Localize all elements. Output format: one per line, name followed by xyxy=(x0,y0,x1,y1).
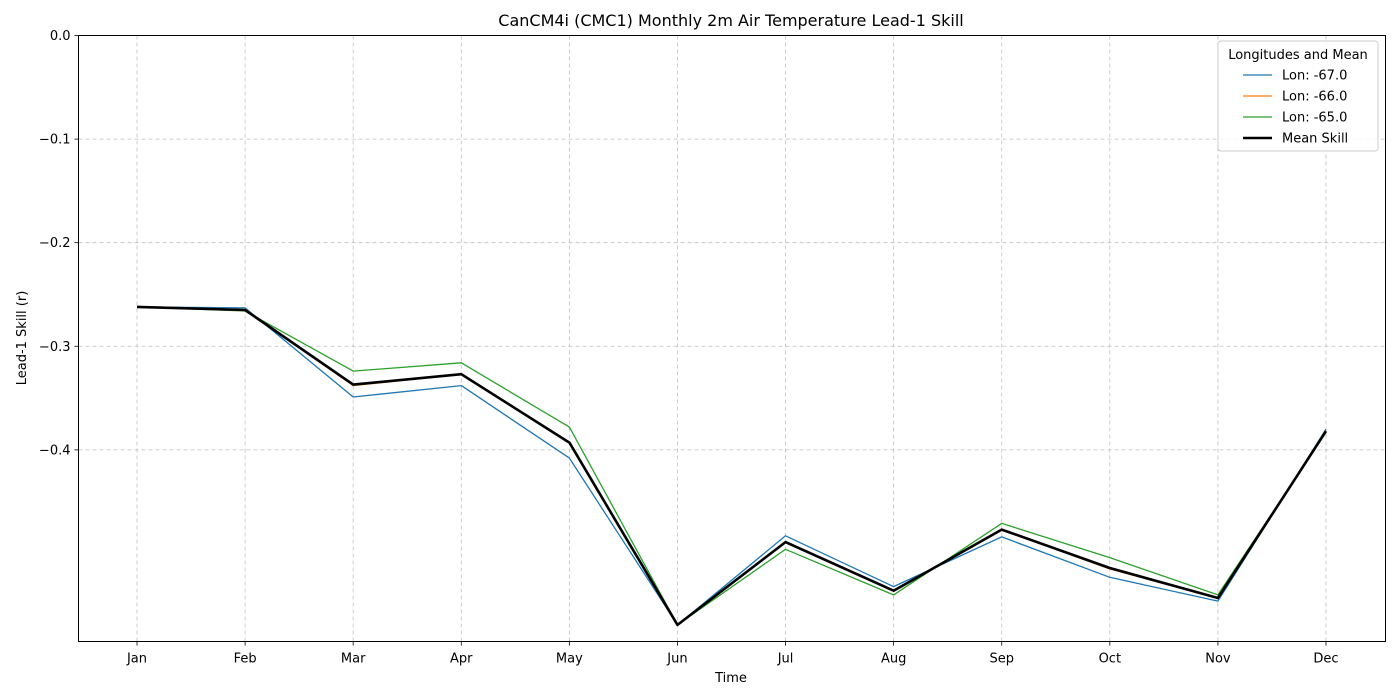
plot-frame xyxy=(78,35,1386,642)
legend-entry: Mean Skill xyxy=(1282,132,1348,147)
grid-lines xyxy=(78,35,1386,642)
y-tick-label: −0.1 xyxy=(39,133,71,148)
y-axis: 0.0 −0.1 −0.2 −0.3 −0.4 xyxy=(39,29,79,458)
x-axis-title: Time xyxy=(714,671,747,686)
x-tick-label: Feb xyxy=(234,652,257,667)
y-tick-label: −0.2 xyxy=(39,236,71,251)
x-tick-label: May xyxy=(556,652,583,667)
y-tick-label: −0.4 xyxy=(39,443,71,458)
x-tick-label: Dec xyxy=(1313,652,1338,667)
chart-title: CanCM4i (CMC1) Monthly 2m Air Temperatur… xyxy=(498,11,963,30)
x-tick-label: Jan xyxy=(126,652,147,667)
series-line-2 xyxy=(136,306,1327,626)
series-line-0 xyxy=(136,306,1327,626)
legend-title: Longitudes and Mean xyxy=(1228,48,1368,63)
y-tick-label: 0.0 xyxy=(50,29,71,44)
x-tick-label: Oct xyxy=(1099,652,1121,667)
legend-box xyxy=(1217,40,1379,152)
y-tick-label: −0.3 xyxy=(39,340,71,355)
x-axis: Jan Feb Mar Apr May Jun Jul Aug Sep Oct Nov Dec xyxy=(126,641,1339,667)
y-axis-title: Lead-1 Skill (r) xyxy=(15,291,30,386)
x-tick-label: Mar xyxy=(341,652,366,667)
series-layer xyxy=(136,305,1328,627)
legend-entry: Lon: -66.0 xyxy=(1282,90,1347,105)
x-tick-label: Nov xyxy=(1205,652,1231,667)
x-tick-label: Aug xyxy=(881,652,906,667)
legend-entry: Lon: -65.0 xyxy=(1282,111,1347,126)
legend: Longitudes and Mean Lon: -67.0 Lon: -66.0 L… xyxy=(1217,40,1379,152)
legend-entry: Lon: -67.0 xyxy=(1282,69,1347,84)
x-tick-label: Jun xyxy=(666,652,687,667)
x-tick-label: Apr xyxy=(450,652,473,667)
x-tick-label: Sep xyxy=(989,652,1014,667)
x-tick-label: Jul xyxy=(777,652,794,667)
series-line-mean-skill xyxy=(136,305,1328,627)
